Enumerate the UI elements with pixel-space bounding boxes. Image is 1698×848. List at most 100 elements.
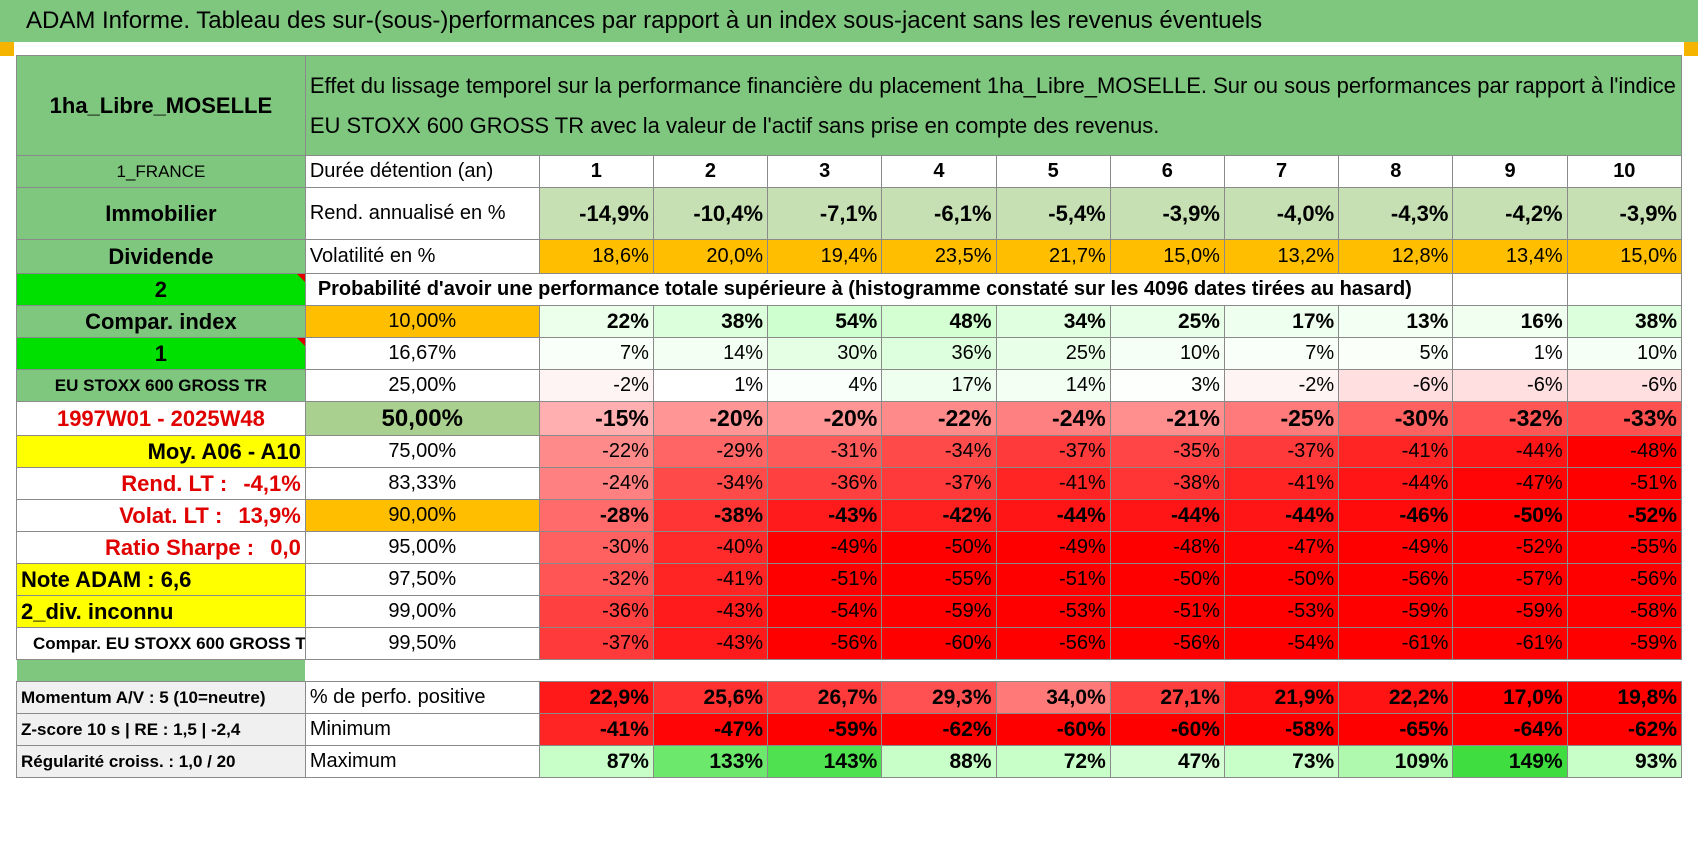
value-cell[interactable]: -14,9% (538, 187, 654, 240)
value-cell[interactable]: -51% (995, 563, 1111, 596)
value-cell[interactable]: -54% (1223, 627, 1340, 660)
value-cell[interactable]: -44% (1452, 435, 1568, 468)
value-cell[interactable]: -53% (995, 595, 1111, 628)
value-cell[interactable]: -43% (767, 499, 883, 532)
value-cell[interactable]: -62% (881, 713, 997, 746)
value-cell[interactable]: -41% (1338, 435, 1454, 468)
year-header[interactable]: 7 (1223, 155, 1340, 188)
percentile-label[interactable]: 90,00% (304, 499, 540, 532)
proba-label[interactable]: Probabilité d'avoir une performance tota… (304, 273, 1454, 306)
value-cell[interactable]: -58% (1223, 713, 1340, 746)
value-cell[interactable]: -30% (538, 531, 654, 564)
value-cell[interactable]: -50% (1109, 563, 1225, 596)
value-cell[interactable]: 15,0% (1566, 239, 1683, 274)
value-cell[interactable]: -22% (538, 435, 654, 468)
value-cell[interactable]: -30% (1338, 401, 1454, 436)
value-cell[interactable]: -41% (1223, 467, 1340, 500)
left-info-compar2[interactable]: Compar. EU STOXX 600 GROSS TR (16, 627, 306, 660)
percentile-label[interactable]: 99,50% (304, 627, 540, 660)
value-cell[interactable]: 13,4% (1452, 239, 1568, 274)
value-cell[interactable]: 93% (1566, 745, 1683, 778)
value-cell[interactable]: 17% (1223, 305, 1340, 338)
value-cell[interactable]: 34% (995, 305, 1111, 338)
value-cell[interactable]: 73% (1223, 745, 1340, 778)
value-cell[interactable]: -41% (538, 713, 654, 746)
value-cell[interactable]: 133% (652, 745, 769, 778)
value-cell[interactable]: -47% (1452, 467, 1568, 500)
value-cell[interactable]: -51% (1109, 595, 1225, 628)
year-header[interactable]: 5 (995, 155, 1111, 188)
year-header[interactable]: 8 (1338, 155, 1454, 188)
value-cell[interactable]: 38% (652, 305, 769, 338)
value-cell[interactable]: -6% (1566, 369, 1683, 402)
value-cell[interactable]: 10% (1109, 337, 1225, 370)
value-cell[interactable]: -7,1% (767, 187, 883, 240)
value-cell[interactable]: -25% (1223, 401, 1340, 436)
value-cell[interactable]: -42% (881, 499, 997, 532)
value-cell[interactable]: -34% (652, 467, 769, 500)
value-cell[interactable]: -59% (767, 713, 883, 746)
type-cell[interactable]: Dividende (16, 239, 306, 274)
value-cell[interactable]: -4,0% (1223, 187, 1340, 240)
value-cell[interactable]: -36% (538, 595, 654, 628)
value-cell[interactable]: 20,0% (652, 239, 769, 274)
stats-label[interactable]: % de perfo. positive (304, 681, 540, 714)
value-cell[interactable]: -34% (881, 435, 997, 468)
value-cell[interactable]: -49% (767, 531, 883, 564)
left-info-compar[interactable]: Compar. index (16, 305, 306, 338)
value-cell[interactable]: 27,1% (1109, 681, 1225, 714)
value-cell[interactable]: 13% (1338, 305, 1454, 338)
value-cell[interactable]: -20% (767, 401, 883, 436)
value-cell[interactable]: -46% (1338, 499, 1454, 532)
value-cell[interactable]: -60% (1109, 713, 1225, 746)
category-cell[interactable]: Immobilier (16, 187, 306, 240)
value-cell[interactable]: -3,9% (1566, 187, 1683, 240)
year-header[interactable]: 2 (652, 155, 769, 188)
value-cell[interactable]: 54% (767, 305, 883, 338)
percentile-label[interactable]: 10,00% (304, 305, 540, 338)
percentile-label[interactable]: 95,00% (304, 531, 540, 564)
value-cell[interactable]: -53% (1223, 595, 1340, 628)
stats-left-label[interactable]: Momentum A/V : 5 (10=neutre) (16, 681, 306, 714)
year-header[interactable]: 1 (538, 155, 654, 188)
value-cell[interactable]: 22,9% (538, 681, 654, 714)
value-cell[interactable]: 21,9% (1223, 681, 1340, 714)
value-cell[interactable]: 29,3% (881, 681, 997, 714)
value-cell[interactable]: -6% (1452, 369, 1568, 402)
left-info-sharpe[interactable]: Ratio Sharpe : 0,0 (16, 531, 306, 564)
description-cell[interactable]: Effet du lissage temporel sur la perform… (304, 55, 1683, 156)
value-cell[interactable]: -5,4% (995, 187, 1111, 240)
value-cell[interactable]: 19,8% (1566, 681, 1683, 714)
value-cell[interactable]: -51% (1566, 467, 1683, 500)
value-cell[interactable]: -37% (1223, 435, 1340, 468)
value-cell[interactable]: 7% (1223, 337, 1340, 370)
value-cell[interactable]: 72% (995, 745, 1111, 778)
value-cell[interactable]: -37% (995, 435, 1111, 468)
value-cell[interactable]: 16% (1452, 305, 1568, 338)
value-cell[interactable]: -48% (1109, 531, 1225, 564)
value-cell[interactable]: -49% (1338, 531, 1454, 564)
percentile-label[interactable]: 50,00% (304, 401, 540, 436)
value-cell[interactable]: -48% (1566, 435, 1683, 468)
value-cell[interactable]: 10% (1566, 337, 1683, 370)
left-info-index[interactable]: EU STOXX 600 GROSS TR (16, 369, 306, 402)
left-info-note[interactable]: Note ADAM : 6,6 (16, 563, 306, 596)
value-cell[interactable]: 7% (538, 337, 654, 370)
value-cell[interactable]: -29% (652, 435, 769, 468)
percentile-label[interactable]: 75,00% (304, 435, 540, 468)
value-cell[interactable]: -38% (652, 499, 769, 532)
value-cell[interactable]: -56% (1566, 563, 1683, 596)
value-cell[interactable]: -20% (652, 401, 769, 436)
value-cell[interactable]: -10,4% (652, 187, 769, 240)
value-cell[interactable]: -22% (881, 401, 997, 436)
percentile-label[interactable]: 25,00% (304, 369, 540, 402)
value-cell[interactable]: -56% (1338, 563, 1454, 596)
value-cell[interactable]: -55% (1566, 531, 1683, 564)
value-cell[interactable]: -32% (538, 563, 654, 596)
value-cell[interactable]: -28% (538, 499, 654, 532)
value-cell[interactable]: -21% (1109, 401, 1225, 436)
value-cell[interactable]: 88% (881, 745, 997, 778)
value-cell[interactable]: 34,0% (995, 681, 1111, 714)
value-cell[interactable]: -47% (1223, 531, 1340, 564)
value-cell[interactable]: 109% (1338, 745, 1454, 778)
